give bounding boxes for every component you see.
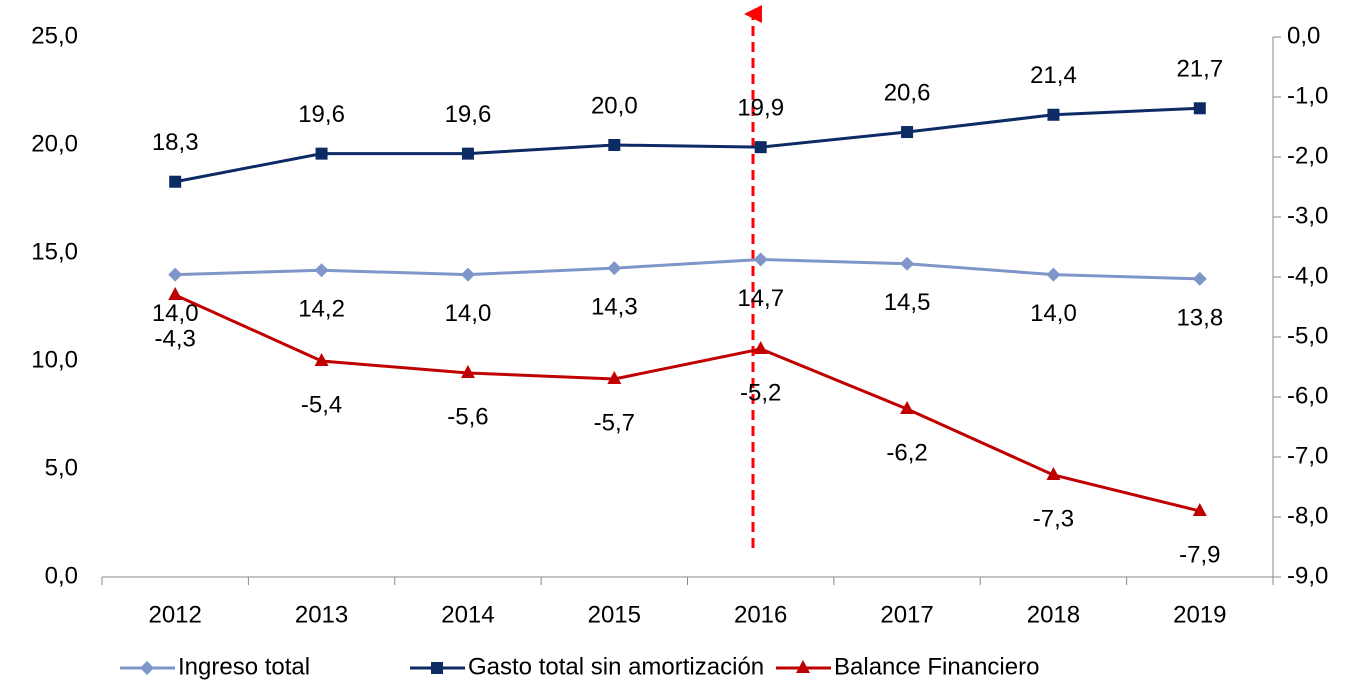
marker — [460, 267, 475, 282]
marker — [753, 341, 768, 354]
marker — [901, 126, 914, 139]
x-tick-label: 2015 — [588, 601, 641, 628]
marker — [607, 261, 622, 276]
data-label: 14,3 — [591, 293, 638, 320]
marker — [168, 287, 183, 300]
marker — [1047, 108, 1060, 121]
data-label: 19,9 — [737, 95, 784, 122]
x-tick-label: 2019 — [1173, 601, 1226, 628]
data-label: 21,4 — [1030, 62, 1077, 89]
legend-label: Ingreso total — [178, 653, 310, 680]
marker — [1192, 503, 1207, 516]
data-label: -6,2 — [886, 439, 927, 466]
data-label: -5,7 — [594, 409, 635, 436]
data-label: 19,6 — [445, 101, 492, 128]
data-label: -5,6 — [447, 403, 488, 430]
marker — [754, 141, 767, 154]
marker — [607, 371, 622, 384]
marker — [169, 175, 182, 188]
y2-tick-label: -6,0 — [1287, 382, 1328, 409]
x-tick-label: 2016 — [734, 601, 787, 628]
legend-label: Gasto total sin amortización — [468, 653, 764, 680]
x-tick-label: 2013 — [295, 601, 348, 628]
marker — [753, 252, 768, 267]
y2-tick-label: -3,0 — [1287, 202, 1328, 229]
series-line — [174, 293, 1201, 513]
data-label: 20,6 — [884, 79, 931, 106]
marker — [461, 147, 474, 160]
data-label: 14,5 — [884, 289, 931, 316]
data-label: 14,0 — [445, 300, 492, 327]
data-label: -5,4 — [301, 391, 342, 418]
y-tick-label: 15,0 — [31, 238, 78, 265]
y-tick-label: 25,0 — [31, 22, 78, 49]
marker — [168, 267, 183, 282]
y2-tick-label: -7,0 — [1287, 442, 1328, 469]
data-label: -5,2 — [740, 379, 781, 406]
x-tick-label: 2018 — [1027, 601, 1080, 628]
marker — [900, 256, 915, 271]
y-tick-label: 5,0 — [45, 454, 78, 481]
y-tick-label: 10,0 — [31, 346, 78, 373]
data-label: 14,7 — [737, 285, 784, 312]
y2-tick-label: -1,0 — [1287, 82, 1328, 109]
marker — [140, 661, 154, 675]
marker — [608, 139, 621, 151]
y2-tick-label: -9,0 — [1287, 562, 1328, 589]
data-label: -4,3 — [155, 325, 196, 352]
marker — [900, 401, 915, 414]
data-label: 14,2 — [298, 296, 345, 323]
series-line — [175, 257, 1200, 281]
marker — [314, 263, 329, 278]
marker — [1046, 467, 1061, 480]
data-label: 20,0 — [591, 92, 638, 119]
marker — [1193, 102, 1206, 115]
data-label: 14,0 — [152, 300, 199, 327]
data-label: 19,6 — [298, 101, 345, 128]
data-label: 14,0 — [1030, 300, 1077, 327]
marker — [1192, 271, 1207, 286]
series-line — [174, 106, 1200, 184]
marker — [1046, 267, 1061, 282]
data-label: -7,9 — [1179, 541, 1220, 568]
y2-tick-label: -8,0 — [1287, 502, 1328, 529]
marker — [431, 662, 443, 674]
data-label: 18,3 — [152, 129, 199, 156]
y-tick-label: 0,0 — [45, 562, 78, 589]
x-tick-label: 2012 — [148, 601, 201, 628]
data-label: 21,7 — [1176, 56, 1223, 83]
data-label: 13,8 — [1176, 304, 1223, 331]
marker — [796, 660, 810, 673]
x-tick-label: 2014 — [441, 601, 494, 628]
marker — [460, 365, 475, 378]
marker — [314, 353, 329, 366]
y2-tick-label: 0,0 — [1287, 22, 1320, 49]
x-tick-label: 2017 — [880, 601, 933, 628]
y2-tick-label: -4,0 — [1287, 262, 1328, 289]
y2-tick-label: -5,0 — [1287, 322, 1328, 349]
data-label: -7,3 — [1033, 505, 1074, 532]
y2-tick-label: -2,0 — [1287, 142, 1328, 169]
marker — [315, 147, 328, 160]
legend-label: Balance Financiero — [834, 653, 1039, 680]
y-tick-label: 20,0 — [31, 130, 78, 157]
